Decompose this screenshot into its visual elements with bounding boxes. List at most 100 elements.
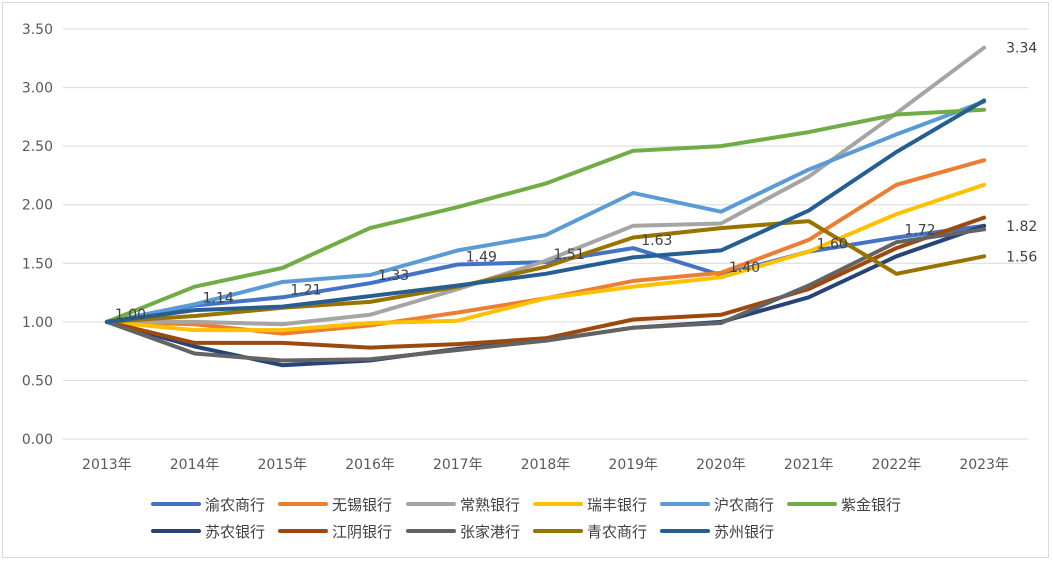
data-point: [369, 227, 371, 229]
data-label: 1.40: [729, 260, 760, 276]
data-point: [194, 352, 196, 354]
data-label: 3.34: [1006, 41, 1037, 57]
data-point: [808, 176, 810, 178]
data-point: [194, 329, 196, 331]
data-point: [194, 286, 196, 288]
data-point: [632, 237, 634, 239]
data-point: [895, 151, 897, 153]
series-line: [104, 45, 987, 327]
data-point: [808, 296, 810, 298]
data-point: [895, 213, 897, 215]
data-point: [457, 288, 459, 290]
data-label: 1.56: [1006, 249, 1037, 265]
data-point: [632, 150, 634, 152]
x-tick-label: 2019年: [608, 457, 658, 473]
data-point: [545, 337, 546, 339]
x-tick-label: 2021年: [784, 457, 834, 473]
data-point: [808, 239, 810, 241]
data-point: [194, 303, 196, 305]
data-point: [281, 329, 283, 331]
data-point: [369, 347, 371, 349]
data-point: [808, 131, 810, 133]
data-point: [457, 249, 459, 251]
data-point: [545, 183, 546, 185]
data-point: [281, 364, 283, 366]
data-point: [632, 327, 634, 329]
data-point: [369, 314, 371, 316]
data-point: [632, 280, 634, 282]
x-tick-label: 2013年: [82, 457, 132, 473]
data-point: [720, 222, 722, 224]
data-point: [369, 358, 371, 360]
data-point: [632, 225, 634, 227]
data-label: 1.60: [817, 237, 848, 253]
data-point: [545, 234, 546, 236]
data-point: [194, 342, 196, 344]
legend-label: 无锡银行: [332, 496, 392, 514]
data-label: 1.82: [1006, 219, 1037, 235]
series-line: [104, 107, 987, 324]
data-point: [369, 324, 371, 326]
data-point: [632, 192, 634, 194]
data-label: 1.21: [290, 282, 321, 298]
data-point: [632, 319, 634, 321]
x-tick-label: 2020年: [696, 457, 746, 473]
data-point: [457, 320, 459, 322]
data-point: [808, 251, 810, 253]
data-point: [983, 217, 985, 219]
data-point: [983, 184, 985, 186]
data-point: [545, 297, 546, 299]
y-axis-ticks: 0.00 0.50 1.00 1.50 2.00 2.50 3.00 3.50: [22, 22, 53, 448]
data-point: [720, 211, 722, 213]
data-point: [369, 274, 371, 276]
x-tick-label: 2015年: [257, 457, 307, 473]
data-label: 1.00: [115, 307, 146, 323]
y-tick-label: 2.00: [22, 198, 53, 214]
y-tick-label: 0.00: [22, 432, 53, 448]
data-point: [281, 342, 283, 344]
data-point: [281, 296, 283, 298]
data-point: [369, 322, 371, 324]
data-point: [194, 345, 196, 347]
y-tick-label: 1.00: [22, 315, 53, 331]
data-point: [106, 321, 108, 323]
data-label: 1.51: [554, 247, 585, 263]
legend-label: 沪农商行: [714, 496, 774, 514]
data-point: [457, 263, 459, 265]
legend-label: 渝农商行: [205, 496, 265, 514]
data-point: [457, 349, 459, 351]
data-point: [720, 276, 722, 278]
data-point: [895, 255, 897, 257]
x-tick-label: 2023年: [959, 457, 1009, 473]
data-label: 1.72: [904, 223, 935, 239]
data-point: [369, 301, 371, 303]
x-axis-ticks: 2013年 2014年 2015年 2016年 2017年 2018年 2019年 2020年…: [82, 457, 1009, 473]
y-tick-label: 3.50: [22, 22, 53, 38]
data-point: [281, 281, 283, 283]
data-point: [720, 145, 722, 147]
legend-label: 瑞丰银行: [587, 496, 647, 514]
legend-label: 江阴银行: [332, 523, 392, 541]
data-point: [895, 241, 897, 243]
data-point: [369, 282, 371, 284]
data-point: [808, 285, 810, 287]
data-point: [720, 314, 722, 316]
x-tick-label: 2022年: [872, 457, 922, 473]
data-point: [895, 247, 897, 249]
data-point: [369, 295, 371, 297]
data-point: [281, 333, 283, 335]
y-tick-label: 0.50: [22, 373, 53, 389]
data-point: [545, 273, 546, 275]
data-point: [983, 109, 985, 111]
legend-label: 常熟银行: [460, 496, 520, 514]
data-point: [720, 227, 722, 229]
data-point: [983, 47, 985, 49]
data-point: [895, 184, 897, 186]
data-point: [983, 255, 985, 257]
data-point: [457, 343, 459, 345]
data-point: [983, 159, 985, 161]
x-tick-label: 2016年: [345, 457, 395, 473]
x-tick-label: 2018年: [521, 457, 571, 473]
data-point: [895, 114, 897, 116]
y-tick-label: 1.50: [22, 256, 53, 272]
